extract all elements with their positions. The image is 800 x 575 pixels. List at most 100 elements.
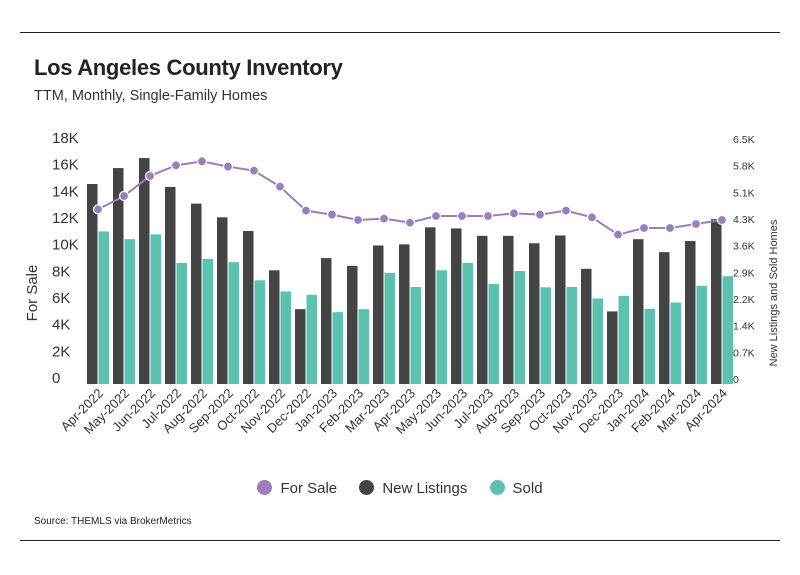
point-for-sale [482, 210, 494, 222]
bar-new-listings [477, 235, 488, 384]
point-for-sale [196, 156, 208, 167]
legend-label-new-listings: New Listings [382, 480, 468, 497]
bar-new-listings [425, 227, 436, 384]
bar-new-listings [529, 243, 540, 384]
point-for-sale [508, 208, 520, 219]
bar-sold [306, 294, 317, 384]
bar-sold [566, 286, 577, 384]
point-for-sale [274, 181, 286, 192]
bar-sold [436, 270, 447, 384]
point-for-sale [586, 212, 598, 223]
y2-tick-label: 5.1K [733, 187, 755, 199]
bar-sold [592, 298, 603, 384]
y-tick-label: 18K [52, 130, 79, 147]
chart-subtitle: TTM, Monthly, Single-Family Homes [34, 88, 268, 104]
bar-new-listings [347, 265, 358, 384]
y2-tick-label: 0.7K [733, 347, 755, 359]
bar-new-listings [399, 244, 410, 384]
bar-sold [488, 284, 499, 384]
y2-tick-label: 2.2K [733, 294, 755, 306]
bar-new-listings [165, 186, 176, 384]
bar-new-listings [581, 268, 592, 384]
bar-sold [670, 302, 681, 384]
bar-sold [202, 258, 213, 384]
bar-new-listings [503, 235, 514, 384]
bar-sold [384, 272, 395, 384]
point-for-sale [326, 209, 338, 220]
bar-new-listings [373, 245, 384, 384]
point-for-sale [222, 161, 234, 172]
bar-new-listings [217, 217, 228, 384]
point-for-sale [92, 204, 104, 215]
bar-sold [358, 309, 369, 384]
bar-sold [280, 291, 291, 384]
bottom-rule [20, 540, 780, 541]
y-tick-label: 0 [52, 370, 60, 387]
bar-sold [176, 262, 187, 384]
legend-swatch-sold [489, 480, 505, 495]
legend: For Sale New Listings Sold [0, 480, 800, 497]
bar-sold [98, 231, 109, 384]
bar-sold [514, 271, 525, 384]
point-for-sale [352, 214, 364, 226]
point-for-sale [170, 160, 182, 171]
y-tick-label: 8K [52, 263, 70, 280]
legend-label-for-sale: For Sale [280, 480, 338, 497]
bar-new-listings [139, 158, 150, 384]
bar-sold [150, 234, 161, 384]
y-tick-label: 10K [52, 237, 79, 254]
point-for-sale [664, 222, 676, 234]
bar-sold [254, 280, 265, 384]
chart-title: Los Angeles County Inventory [34, 55, 343, 80]
bar-sold [644, 308, 655, 384]
y-tick-label: 16K [52, 157, 79, 174]
point-for-sale [534, 209, 546, 220]
point-for-sale [716, 214, 728, 226]
legend-swatch-for-sale [257, 480, 273, 495]
bar-new-listings [269, 270, 280, 384]
bar-sold [722, 276, 733, 384]
bar-new-listings [451, 228, 462, 384]
y2-tick-label: 6.5K [733, 134, 755, 146]
y-tick-label: 14K [52, 183, 79, 200]
bar-new-listings [607, 311, 618, 384]
bar-new-listings [295, 309, 306, 384]
bar-new-listings [685, 241, 696, 384]
bar-sold [410, 286, 421, 384]
point-for-sale [378, 213, 390, 224]
legend-label-sold: Sold [512, 480, 543, 497]
y2-tick-label: 0 [733, 374, 739, 386]
y-tick-label: 4K [52, 317, 70, 334]
y2-tick-label: 5.8K [733, 161, 755, 173]
bar-new-listings [87, 184, 98, 384]
y-tick-label: 2K [52, 343, 70, 360]
point-for-sale [560, 205, 572, 216]
point-for-sale [118, 190, 130, 202]
y2-axis-title: New Listings and Sold Homes [768, 219, 780, 366]
bar-new-listings [321, 258, 332, 384]
bar-new-listings [191, 203, 202, 384]
y2-tick-label: 3.6K [733, 241, 755, 253]
bar-new-listings [555, 235, 566, 384]
point-for-sale [612, 229, 624, 240]
y-tick-label: 6K [52, 290, 70, 307]
y-axis-title: For Sale [24, 265, 41, 322]
point-for-sale [638, 222, 650, 234]
bar-sold [124, 239, 135, 384]
point-for-sale [690, 218, 702, 230]
bar-new-listings [711, 219, 722, 384]
legend-item-sold: Sold [489, 480, 543, 497]
bar-sold [228, 262, 239, 384]
bar-new-listings [113, 168, 124, 384]
top-rule [20, 32, 780, 33]
bar-sold [462, 262, 473, 384]
point-for-sale [404, 217, 416, 228]
source-note: Source: THEMLS via BrokerMetrics [34, 516, 192, 527]
legend-item-for-sale: For Sale [257, 480, 337, 497]
bar-sold [332, 312, 343, 384]
bar-sold [618, 295, 629, 384]
bar-sold [540, 287, 551, 384]
y-tick-label: 12K [52, 210, 79, 227]
point-for-sale [430, 210, 442, 222]
